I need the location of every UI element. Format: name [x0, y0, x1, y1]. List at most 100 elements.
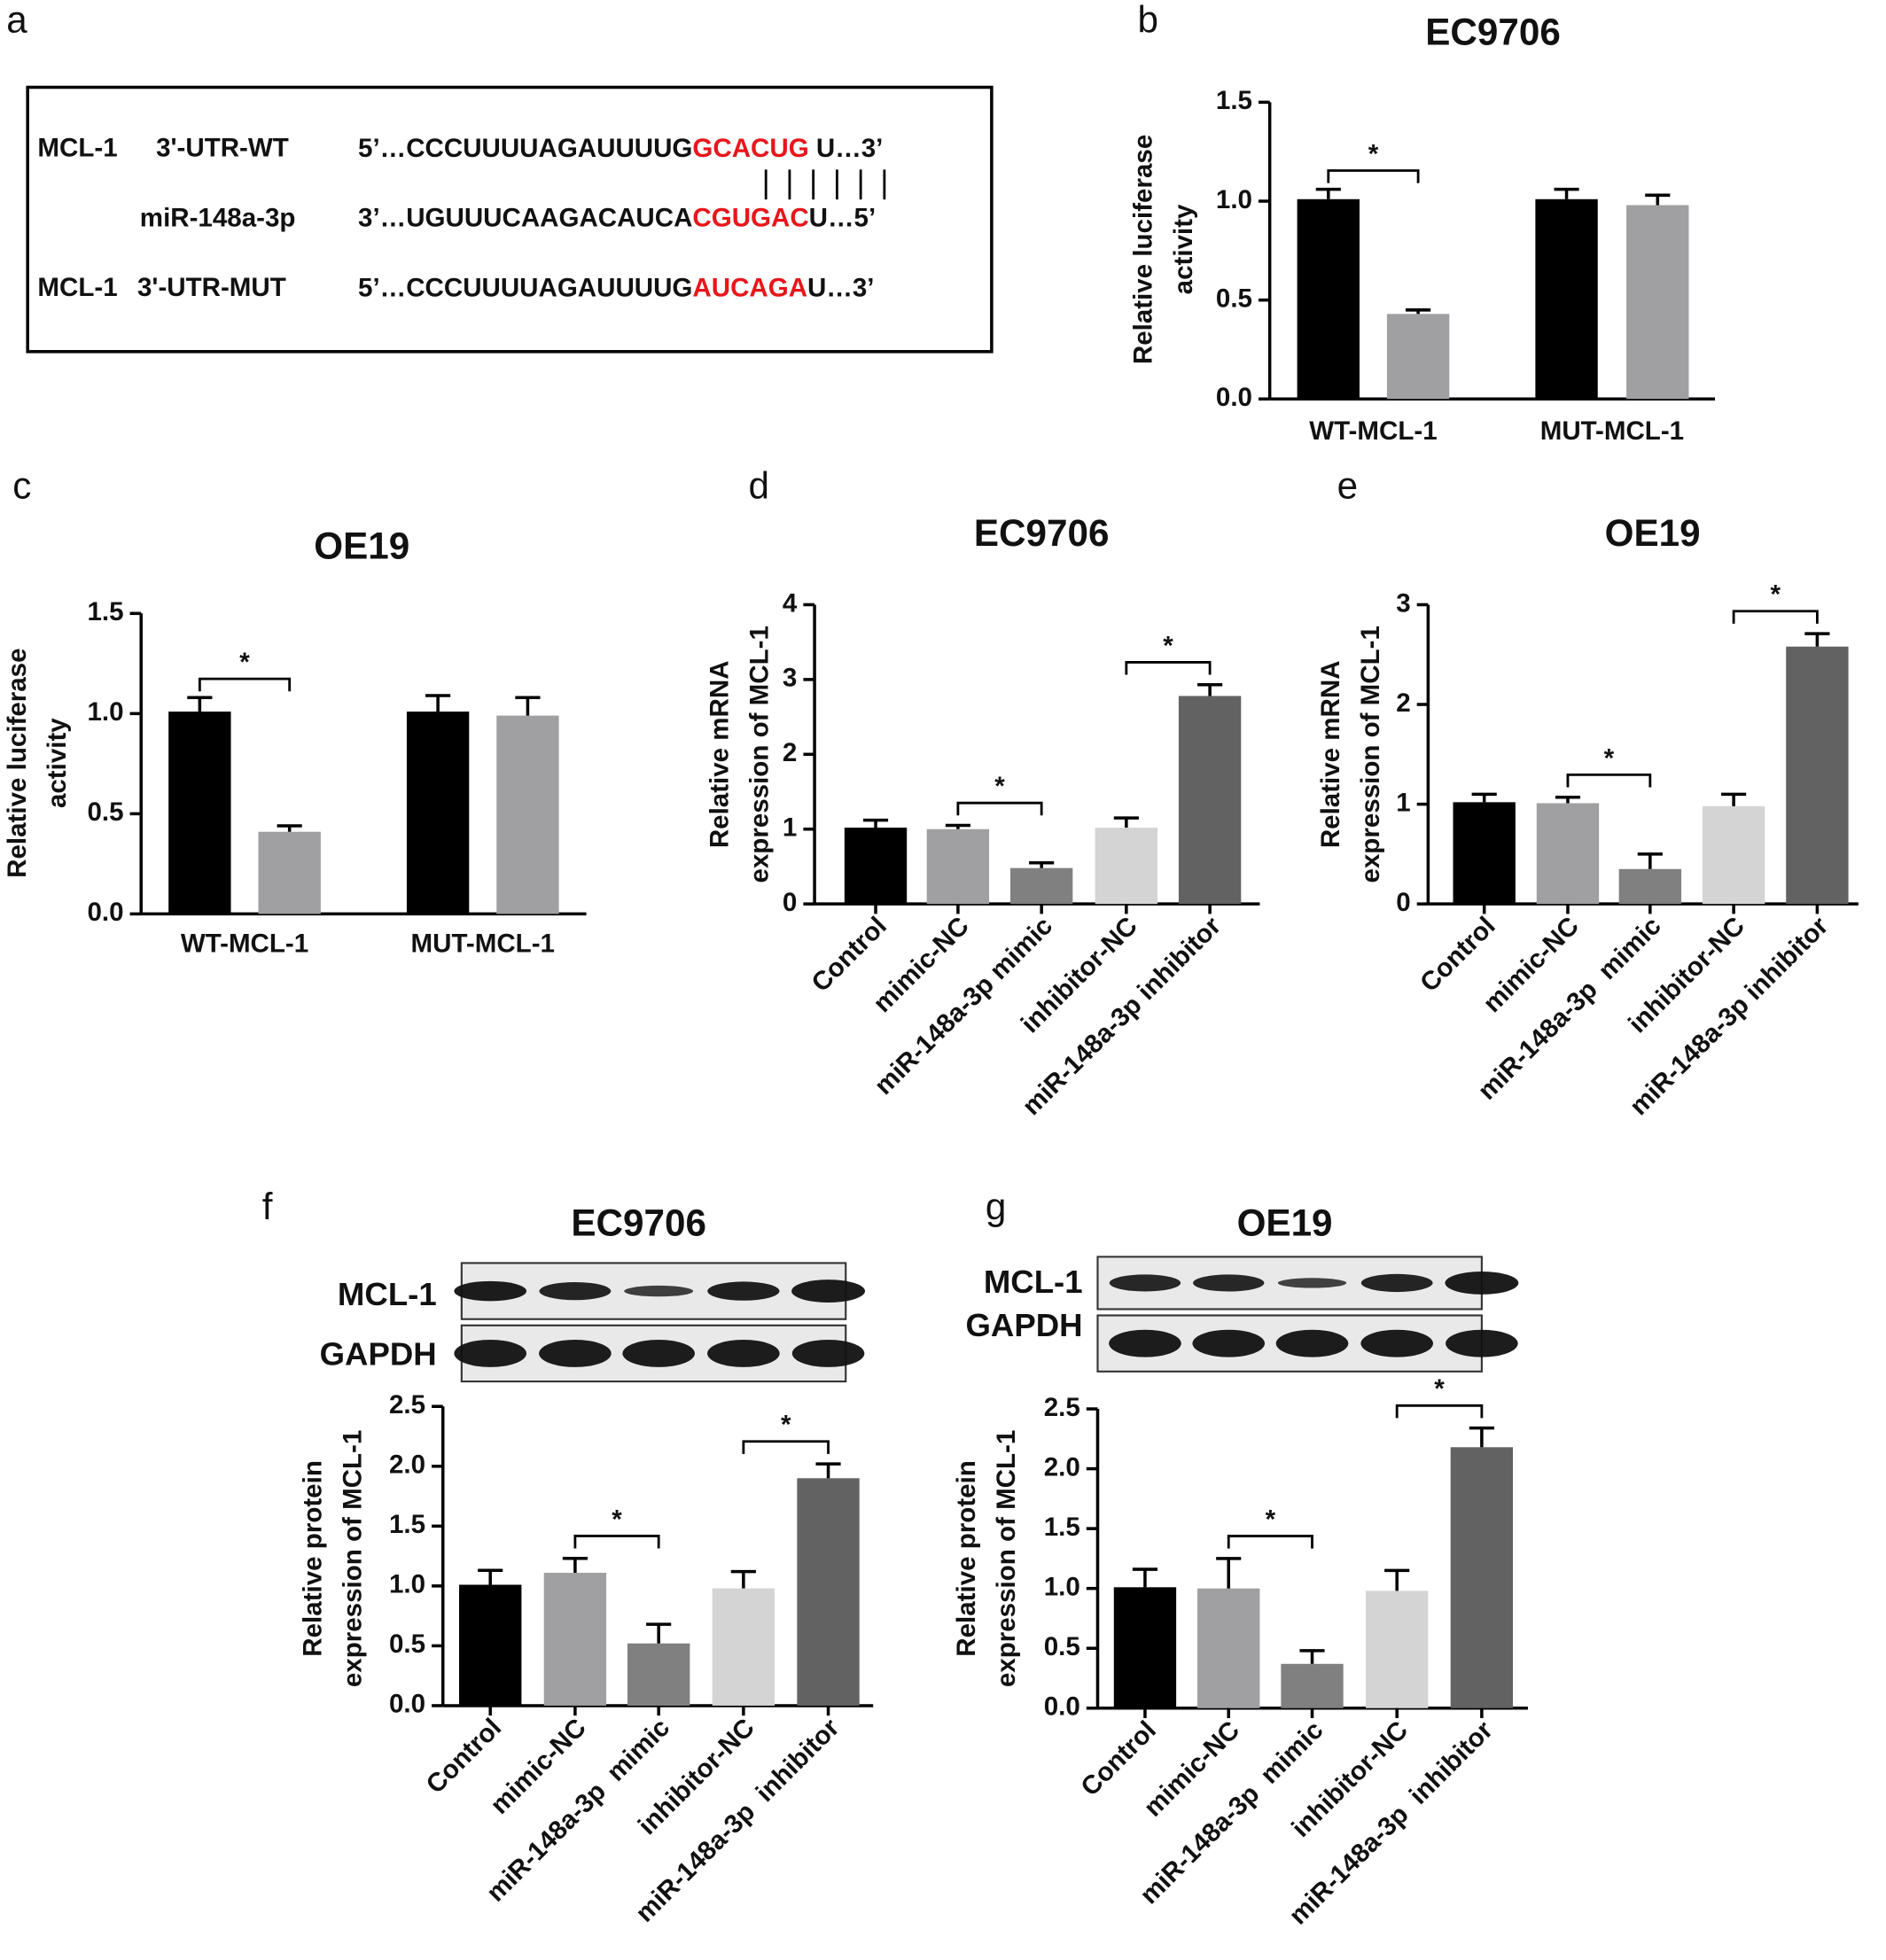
blot-band [1109, 1329, 1181, 1357]
error-bar [1216, 1557, 1242, 1589]
y-tick-label: 2 [1396, 688, 1410, 718]
panel: g OE19 Relative protein expression of MCL-1… [952, 1186, 1528, 1931]
blot-label: MCL-1 [338, 1276, 437, 1312]
x-tick-label: MUT-MCL-1 [411, 929, 555, 958]
y-tick-label: 0.0 [1044, 1692, 1080, 1722]
region-label: miR-148a-3p [140, 203, 296, 232]
bar [1702, 805, 1765, 905]
bar [1197, 1588, 1260, 1708]
bar [1786, 646, 1849, 905]
y-axis-label: Relative protein [952, 1460, 981, 1657]
blot-label: GAPDH [965, 1307, 1082, 1343]
sequence-box [26, 85, 994, 354]
x-tick-label: MUT-MCL-1 [1540, 416, 1684, 446]
significance-bracket [1395, 1404, 1484, 1419]
chart-title: EC9706 [571, 1202, 706, 1243]
error-bar [1471, 792, 1497, 803]
y-tick-label: 1 [783, 813, 797, 843]
panel: d EC9706 Relative mRNA expression of MCL-1 0… [705, 465, 1260, 1121]
y-axis-label: expression of MCL-1 [744, 626, 774, 883]
y-tick-label: 0.0 [87, 898, 123, 927]
panel-letter: g [986, 1186, 1006, 1227]
panel: b EC9706 Relative luciferase activity 0.0 0.5… [1129, 0, 1716, 446]
y-tick-label: 1.5 [1044, 1513, 1080, 1542]
gene-label: MCL-1 [37, 273, 117, 302]
bar [1453, 802, 1516, 905]
sequence-part: 5’…CCCUUUUAGAUUUUG [358, 273, 692, 302]
blot-band [707, 1339, 780, 1367]
bar [1297, 198, 1360, 400]
panel-letter: c [12, 465, 31, 507]
blot-band [454, 1280, 527, 1302]
pairing-marks [764, 169, 886, 200]
significance-label: * [1434, 1374, 1445, 1404]
error-bar [1554, 187, 1579, 199]
bar [1618, 868, 1682, 905]
error-bar [1804, 632, 1830, 647]
x-tick-label: Control [1075, 1715, 1162, 1802]
panel-letter: e [1337, 465, 1358, 507]
seed-sequence: AUCAGA [692, 273, 807, 302]
y-tick-label: 1.0 [1044, 1572, 1080, 1601]
panel: f EC9706 Relative protein expression of MCL… [262, 1186, 874, 1928]
y-tick-label: 2.0 [389, 1451, 425, 1480]
error-bar [1113, 816, 1139, 828]
significance-bracket [1327, 169, 1420, 183]
significance-bracket [573, 1535, 660, 1549]
blot-band [454, 1339, 527, 1367]
blot-band [1193, 1274, 1265, 1292]
error-bar [1637, 852, 1663, 869]
significance-bracket [1732, 610, 1819, 624]
y-tick-label: 1.0 [389, 1570, 425, 1599]
bar [1095, 828, 1158, 905]
y-tick-label: 1.5 [1216, 86, 1252, 115]
error-bar [815, 1462, 841, 1479]
panel-letter: a [6, 0, 27, 40]
sequence-part: U…3’ [807, 273, 875, 302]
y-tick-label: 0.0 [1216, 383, 1252, 412]
error-bar [1721, 792, 1747, 806]
bar [168, 712, 231, 914]
y-axis-label: Relative mRNA [705, 660, 734, 848]
significance-label: * [1266, 1505, 1276, 1534]
blot-band [624, 1285, 694, 1297]
blot-band [1360, 1329, 1433, 1357]
gene-label: MCL-1 [37, 134, 117, 163]
significance-bracket [742, 1440, 830, 1454]
error-bar [425, 694, 451, 712]
bar [258, 831, 321, 914]
blot-band [622, 1339, 695, 1367]
y-axis-label: activity [1169, 204, 1198, 294]
significance-label: * [612, 1505, 622, 1534]
sequence-part: 3’…UGUUUCAAGACAUCA [358, 203, 692, 232]
chart-title: OE19 [314, 525, 409, 566]
error-bar [862, 818, 889, 828]
y-axis-label: Relative luciferase [3, 648, 32, 877]
blot-band [539, 1339, 612, 1367]
region-label: 3'-UTR-WT [156, 134, 289, 163]
y-axis-label: expression of MCL-1 [1356, 626, 1385, 883]
bar [627, 1643, 690, 1706]
bar [1626, 205, 1689, 400]
y-tick-label: 0 [783, 888, 797, 917]
y-tick-label: 1.0 [1216, 185, 1252, 214]
panel-letter: b [1138, 0, 1158, 40]
y-tick-label: 3 [1396, 588, 1410, 618]
significance-label: * [1163, 631, 1173, 660]
x-tick-label: WT-MCL-1 [181, 929, 308, 958]
error-bar [945, 823, 970, 829]
sequence-part: U…3’ [809, 134, 884, 163]
bar [1178, 696, 1242, 905]
y-axis-label: Relative mRNA [1316, 660, 1345, 848]
seed-sequence: GCACUG [692, 134, 808, 163]
y-axis-label: Relative luciferase [1129, 135, 1158, 364]
y-tick-label: 0.0 [389, 1690, 425, 1719]
significance-label: * [1604, 743, 1615, 773]
chart-title: EC9706 [1425, 12, 1561, 53]
blot-band [791, 1339, 865, 1367]
error-bar [730, 1569, 756, 1589]
significance-bracket [1566, 773, 1652, 788]
sequence-part: 5’…CCCUUUUAGAUUUUG [358, 134, 692, 163]
bar [1535, 198, 1598, 400]
